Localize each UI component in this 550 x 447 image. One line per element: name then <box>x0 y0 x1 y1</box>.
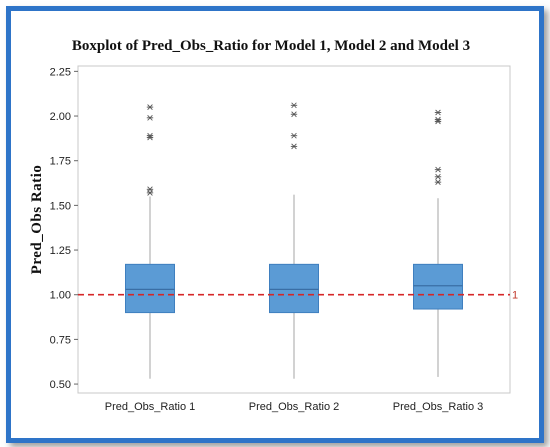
outlier-point <box>146 114 154 121</box>
outlier-point <box>146 104 154 110</box>
box-group <box>413 109 463 377</box>
outlier-point <box>434 116 442 123</box>
reference-line-label: 1 <box>512 290 518 302</box>
y-tick-label: 0.75 <box>50 334 71 346</box>
y-tick-label: 2.25 <box>50 66 71 78</box>
y-tick-label: 1.75 <box>50 156 71 168</box>
y-axis-label: Pred_Obs Ratio <box>29 165 45 275</box>
outlier-point <box>290 111 298 118</box>
outlier-point <box>146 132 154 139</box>
outlier-point <box>146 186 154 193</box>
x-axis-labels: Pred_Obs_Ratio 1 Pred_Obs_Ratio 2 Pred_Obs… <box>105 401 484 413</box>
x-category-label: Pred_Obs_Ratio 1 <box>105 401 196 413</box>
y-tick-label: 1.00 <box>50 290 71 302</box>
outlier-point <box>290 102 298 109</box>
box <box>125 263 175 314</box>
outlier-point <box>290 132 298 139</box>
outlier-point <box>434 109 442 116</box>
outlier-point <box>290 143 298 150</box>
y-tick-label: 2.00 <box>50 111 71 123</box>
box <box>269 263 319 314</box>
box-series <box>125 102 463 379</box>
box-group <box>125 104 175 379</box>
x-category-label: Pred_Obs_Ratio 3 <box>393 401 484 413</box>
y-tick-label: 1.25 <box>50 245 71 257</box>
outlier-point <box>434 166 442 173</box>
outlier-point <box>434 173 442 180</box>
y-axis-ticks: 0.50 0.75 1.00 1.25 1.50 1.75 2.00 2.25 <box>50 66 78 391</box>
box <box>413 263 463 310</box>
x-category-label: Pred_Obs_Ratio 2 <box>249 401 340 413</box>
box-group <box>269 102 319 379</box>
outlier-point <box>434 179 442 186</box>
chart-title: Boxplot of Pred_Obs_Ratio for Model 1, M… <box>72 38 470 54</box>
y-tick-label: 1.50 <box>50 200 71 212</box>
y-tick-label: 0.50 <box>50 379 71 391</box>
